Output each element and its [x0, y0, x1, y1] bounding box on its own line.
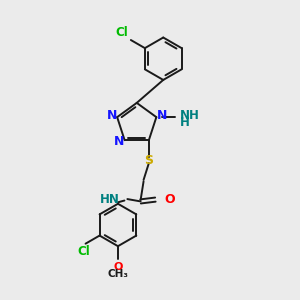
Text: Cl: Cl: [78, 245, 91, 258]
Text: CH₃: CH₃: [107, 269, 128, 279]
Text: N: N: [107, 110, 117, 122]
Text: NH: NH: [180, 109, 200, 122]
Text: H: H: [180, 116, 190, 129]
Text: O: O: [113, 262, 123, 272]
Text: HN: HN: [100, 193, 120, 206]
Text: S: S: [144, 154, 153, 167]
Text: N: N: [157, 110, 167, 122]
Text: N: N: [114, 135, 124, 148]
Text: O: O: [164, 193, 175, 206]
Text: Cl: Cl: [115, 26, 128, 39]
